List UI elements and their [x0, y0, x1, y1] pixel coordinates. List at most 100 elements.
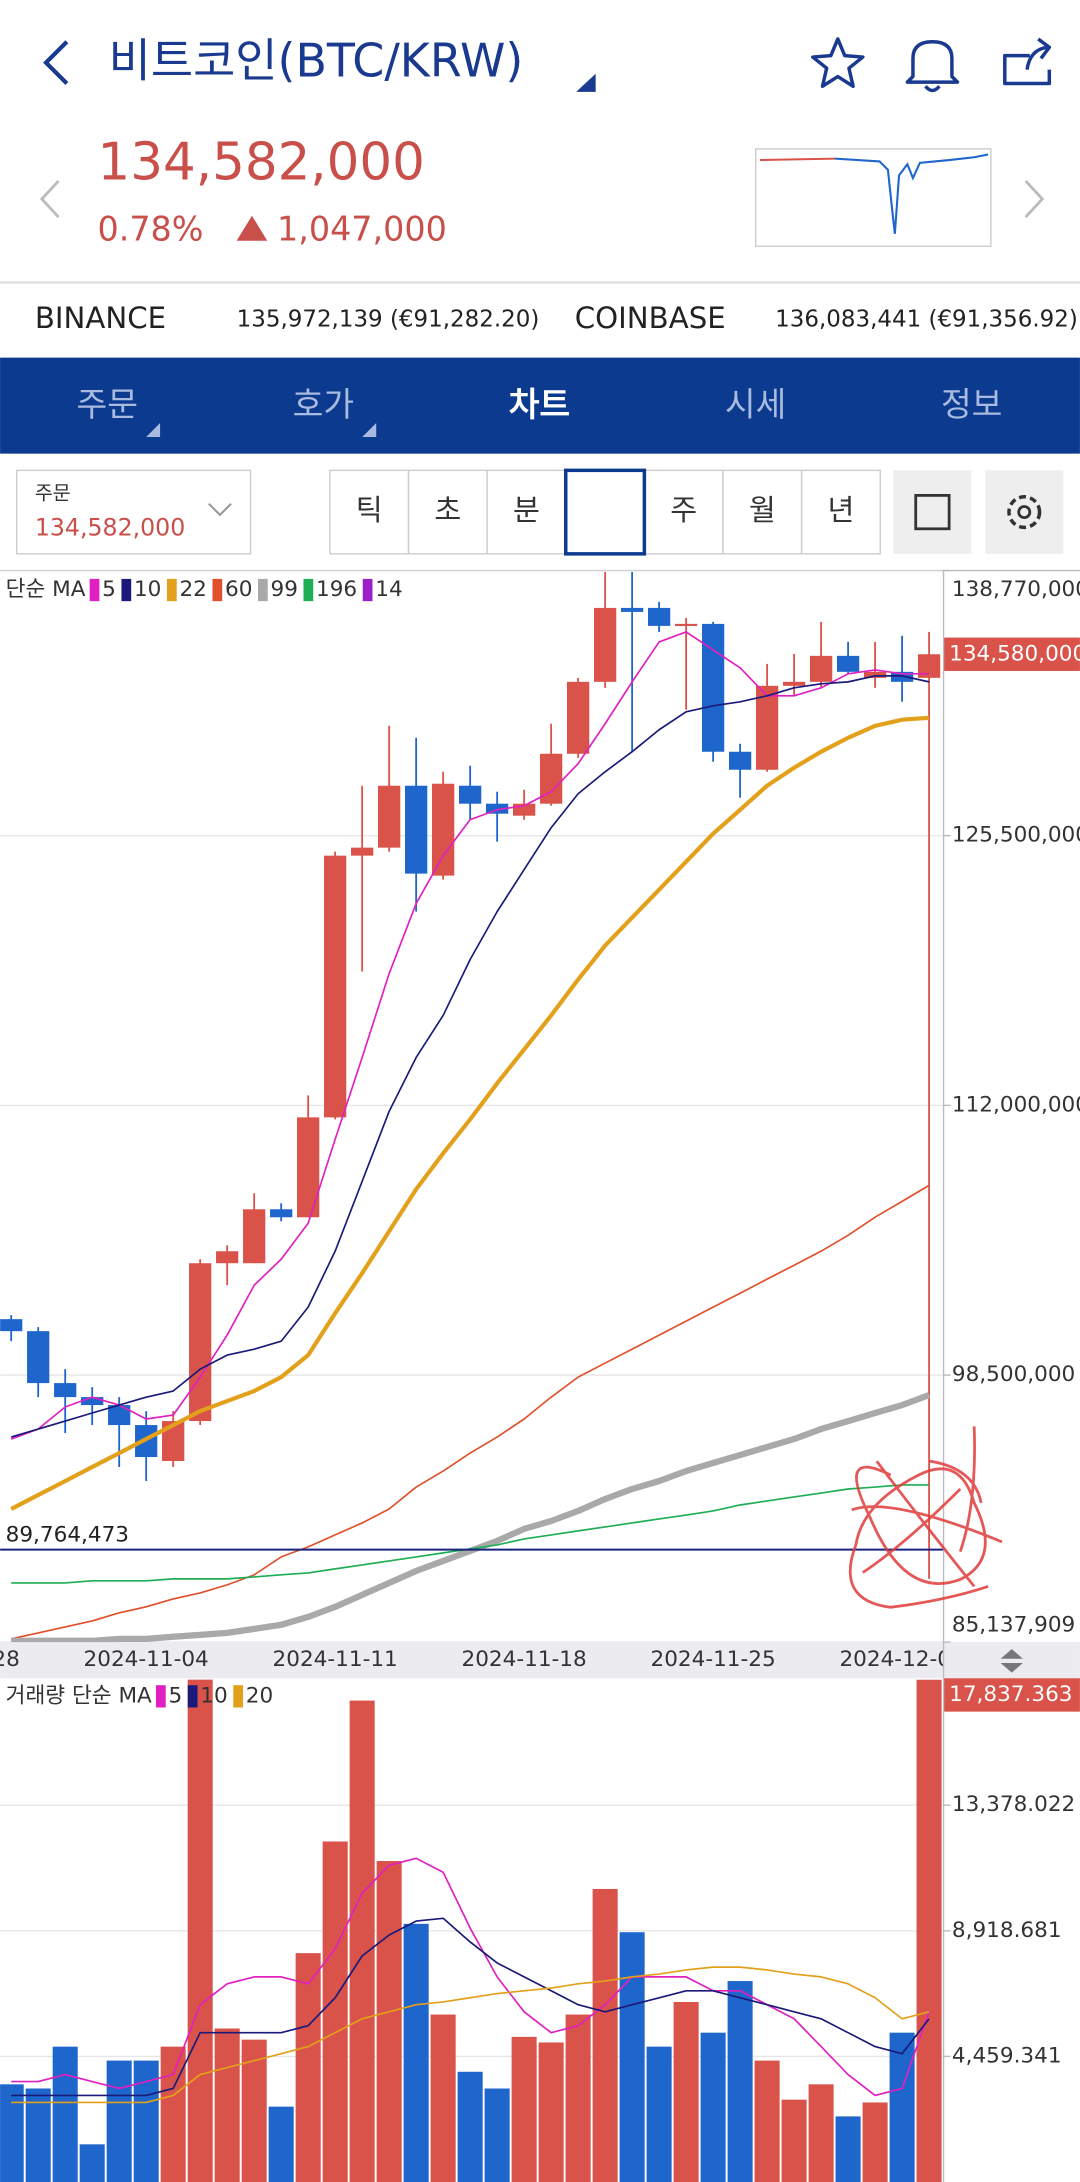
candle-body [324, 855, 347, 1118]
volume-bar [52, 2046, 78, 2182]
legend-label: 10 [200, 1683, 227, 1708]
candle-body [54, 1383, 77, 1398]
period-button[interactable] [643, 469, 724, 555]
x-tick-label: 2024-11-25 [650, 1647, 775, 1672]
ma-line [10, 631, 930, 1440]
x-tick-label: 2024-12-02 [839, 1647, 964, 1672]
legend-swatch [257, 578, 268, 602]
volume-bar [619, 1932, 645, 2182]
share-icon[interactable] [1003, 37, 1052, 86]
volume-bar [403, 1923, 429, 2182]
legend-label: 5 [168, 1683, 182, 1708]
y-tick-label: 125,500,000 [952, 823, 1080, 848]
period-button[interactable] [486, 469, 567, 555]
exchange-price: 135,972,139 (€91,282.20) [237, 307, 540, 333]
legend-swatch [89, 578, 100, 602]
volume-bar [835, 2116, 861, 2182]
price-marker-label: 134,580,000 [949, 641, 1080, 666]
volume-bar [754, 2060, 780, 2182]
volume-bar [457, 2071, 483, 2182]
axes: 85,137,909 98,500,000 112,000,000 125,500,0… [6, 569, 1080, 2068]
volume-bar [430, 2014, 456, 2182]
volume-bar [889, 2032, 915, 2182]
ma-line [11, 1917, 930, 2097]
legend-label: 196 [316, 577, 357, 602]
legend-title: 거래량 단순 MA [6, 1683, 152, 1708]
order-price: 134,582,000 [35, 513, 185, 541]
order-label: 주문 [35, 482, 71, 505]
volume-bar [511, 2036, 537, 2182]
candle-body [917, 654, 941, 678]
back-button[interactable] [43, 40, 69, 85]
tab-dropdown [146, 423, 161, 437]
tab[interactable]: 주문 [77, 385, 138, 424]
tab[interactable]: 차트 [509, 385, 570, 424]
mini-line [759, 157, 836, 162]
volume-bar [106, 2060, 132, 2182]
layout-button[interactable] [893, 470, 972, 554]
candle-body [81, 1397, 104, 1406]
ma-line [11, 1184, 930, 1640]
x-tick-label: 2024-11-11 [273, 1647, 398, 1672]
x-axis-band [0, 1642, 1080, 1679]
candle-body [836, 655, 860, 672]
candle-body [108, 1405, 131, 1426]
x-tick-label: 2024-10-28 [0, 1647, 20, 1672]
legend-swatch [233, 1685, 244, 1708]
tabs: 주문 호가 차트 시세 정보 [77, 385, 1002, 437]
period-button[interactable] [564, 468, 647, 556]
legend-swatch [187, 1685, 198, 1708]
exchange-name: COINBASE [575, 301, 726, 335]
title: 비트코인(BTC/KRW) [109, 34, 524, 88]
order-dropdown[interactable] [208, 503, 232, 517]
mini-chart [754, 148, 992, 248]
volume-bar [781, 2099, 807, 2182]
legend-label: 5 [102, 577, 116, 602]
volume-bar [0, 2084, 24, 2182]
volume-bar [376, 1861, 402, 2182]
next-arrow[interactable] [1024, 179, 1045, 219]
legend-swatch [121, 578, 132, 602]
tab-dropdown [362, 423, 377, 437]
x-tick-label: 2024-11-04 [84, 1647, 209, 1672]
price-marker [943, 637, 1080, 671]
legend-swatch [155, 1685, 166, 1708]
period-label: 월 [749, 493, 776, 527]
resize-icon[interactable] [1000, 1649, 1023, 1659]
favorite-icon[interactable] [811, 37, 865, 89]
volume-bar [187, 1679, 213, 2182]
legend-swatch [212, 578, 223, 602]
y-tick-label: 4,459.341 [952, 2043, 1062, 2068]
volume-plot [0, 1679, 944, 2182]
exchange-price: 136,083,441 (€91,356.92) [775, 307, 1078, 333]
volume-bar [700, 2032, 726, 2182]
tab[interactable]: 시세 [725, 385, 786, 424]
candle-body [701, 623, 725, 752]
tab[interactable]: 호가 [293, 385, 354, 424]
candle-body [27, 1331, 50, 1384]
candle-body [728, 751, 752, 770]
ma-line [11, 1857, 930, 2097]
resize-icon[interactable] [1000, 1662, 1023, 1673]
mini-line [834, 153, 989, 234]
tab[interactable]: 정보 [941, 385, 1002, 424]
volume-bar [862, 2102, 888, 2182]
period-button[interactable] [407, 469, 488, 555]
volume-bar [214, 2028, 240, 2182]
candle-body [593, 607, 617, 682]
legend-label: 22 [179, 577, 206, 602]
candle-body [755, 685, 779, 770]
prev-arrow[interactable] [39, 179, 60, 219]
candle-body [486, 803, 509, 814]
alert-icon[interactable] [905, 40, 960, 93]
title-dropdown[interactable] [576, 73, 596, 92]
order-box[interactable] [16, 469, 252, 555]
up-triangle [236, 215, 268, 241]
period-button[interactable] [800, 469, 881, 555]
settings-button[interactable] [985, 470, 1064, 554]
period-button[interactable] [722, 469, 803, 555]
price: 134,582,000 [97, 133, 424, 193]
candle-body [890, 671, 914, 682]
candle-body [620, 607, 644, 612]
